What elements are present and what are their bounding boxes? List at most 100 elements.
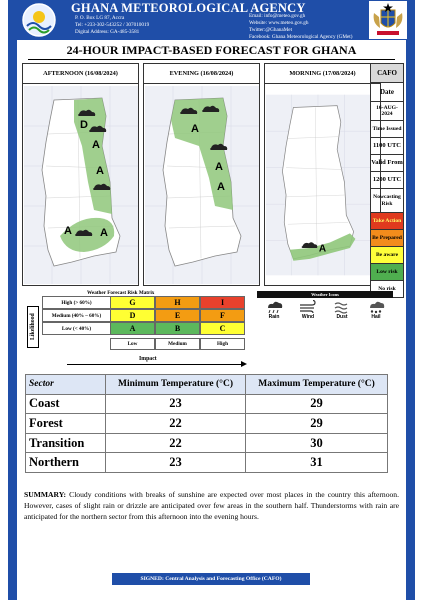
rain-cloud-icon [268, 301, 283, 314]
summary-text: Cloudy conditions with breaks of sunshin… [24, 490, 399, 521]
risk-letter-a: A [64, 225, 72, 237]
header-sector: Sector [25, 374, 106, 395]
legend-label-rain: Rain [268, 314, 280, 320]
header-banner: GHANA METEOROLOGICAL AGENCY P. O. Box LG… [17, 0, 407, 41]
date-label: Date [370, 83, 404, 102]
summary-label: SUMMARY: [24, 490, 67, 499]
row-label-low: Low (< 40%) [42, 322, 110, 335]
risk-take-action: Take Action [370, 213, 404, 230]
likelihood-axis-label: Likelihood [27, 306, 39, 348]
left-border [8, 0, 17, 600]
forecast-summary: SUMMARY: Cloudy conditions with breaks o… [24, 489, 399, 522]
legend-label-dust: Dust [336, 314, 348, 320]
risk-letter-a: A [100, 227, 108, 239]
min-temp: 23 [104, 452, 247, 473]
risk-be-prepared: Be Prepared [370, 230, 404, 247]
facebook-link[interactable]: Facebook: Ghana Meteorological Agency (G… [249, 34, 353, 40]
temperature-table: Sector Minimum Temperature (°C) Maximum … [25, 374, 388, 473]
table-row: Transition 22 30 [25, 432, 388, 454]
ghana-map-afternoon: D A A A A [24, 86, 138, 284]
sector-name: Northern [25, 452, 106, 473]
row-label-high: High (> 60%) [42, 296, 110, 309]
time-issued-value: 1100 UTC [370, 138, 404, 155]
col-label-high: High [200, 338, 245, 350]
agency-name: GHANA METEOROLOGICAL AGENCY [71, 1, 306, 15]
legend-item-hail: Hail [359, 298, 393, 325]
table-row: Northern 23 31 [25, 452, 388, 473]
valid-from-label: Valid From [370, 155, 404, 172]
coat-of-arms-icon [369, 1, 407, 39]
phone-line: Tel: +233-302-543252 / 307010019 [75, 22, 150, 28]
risk-be-aware: Be aware [370, 247, 404, 264]
risk-letter-a: A [96, 165, 104, 177]
table-header-row: Sector Minimum Temperature (°C) Maximum … [25, 374, 388, 395]
matrix-cell-i: I [200, 296, 245, 309]
panel-title: MORNING (17/08/2024) [265, 64, 380, 84]
website-link[interactable]: Website: www.meteo.gov.gh [249, 20, 309, 26]
weather-icons-title: Weather Icons [257, 291, 393, 298]
title-underline [28, 59, 395, 60]
matrix-title: Weather Forecast Risk Matrix [87, 290, 155, 296]
panel-title: AFTERNOON (16/08/2024) [23, 64, 138, 84]
impact-arrow-icon [241, 361, 247, 367]
matrix-cell-c: C [200, 322, 245, 335]
risk-matrix: Weather Forecast Risk Matrix Likelihood … [27, 290, 251, 374]
agency-address: P. O. Box LG 87, Accra Tel: +233-302-543… [75, 15, 149, 36]
cafo-column: CAFO Date 16-AUG-2024 Time Issued 1100 U… [370, 63, 404, 298]
max-temp: 30 [245, 432, 388, 454]
weather-icons-legend: Weather Icons Rain Wind D [257, 291, 393, 325]
time-issued-label: Time Issued [370, 121, 404, 138]
matrix-cell-f: F [200, 309, 245, 322]
email-link[interactable]: Email: info@meteo.gov.gh [249, 13, 306, 19]
agency-contact: Email: info@meteo.gov.gh Website: www.me… [249, 13, 352, 41]
min-temp: 22 [104, 413, 247, 434]
sector-name: Transition [25, 432, 106, 454]
matrix-cell-d: D [110, 309, 155, 322]
risk-letter-a: A [319, 244, 326, 255]
legend-label-wind: Wind [301, 314, 315, 320]
legend-label-hail: Hail [371, 314, 381, 320]
matrix-cell-g: G [110, 296, 155, 309]
hail-icon [370, 301, 385, 314]
map-panel-evening: EVENING (16/08/2024) A A [143, 63, 260, 286]
risk-letter-d: D [80, 119, 88, 131]
matrix-cell-b: B [155, 322, 200, 335]
risk-letter-a: A [215, 161, 223, 173]
matrix-cell-h: H [155, 296, 200, 309]
page-title: 24-HOUR IMPACT-BASED FORECAST FOR GHANA [66, 43, 357, 57]
gmet-logo-icon [22, 3, 56, 37]
risk-letter-a: A [191, 123, 199, 135]
risk-letter-a: A [92, 139, 100, 151]
max-temp: 31 [245, 452, 388, 473]
col-label-medium: Medium [155, 338, 200, 350]
legend-item-rain: Rain [257, 298, 291, 325]
legend-item-wind: Wind [291, 298, 325, 325]
legend-item-dust: Dust [325, 298, 359, 325]
risk-letter-a: A [217, 181, 225, 193]
impact-axis-label: Impact [139, 356, 157, 362]
sector-name: Forest [25, 413, 106, 434]
ghana-map-morning: A [266, 94, 370, 276]
nowcasting-risk-label: Nowcasting Risk [370, 189, 404, 213]
sector-name: Coast [25, 393, 106, 415]
table-row: Forest 22 29 [25, 413, 388, 434]
date-value: 16-AUG-2024 [370, 102, 404, 121]
matrix-cell-a: A [110, 322, 155, 335]
risk-low: Low risk [370, 264, 404, 281]
max-temp: 29 [245, 413, 388, 434]
min-temp: 23 [104, 393, 247, 415]
matrix-cell-e: E [155, 309, 200, 322]
table-row: Coast 23 29 [25, 393, 388, 415]
valid-from-value: 1200 UTC [370, 172, 404, 189]
panel-title: EVENING (16/08/2024) [144, 64, 259, 84]
map-panel-morning: MORNING (17/08/2024) A [264, 63, 381, 286]
col-label-low: Low [110, 338, 155, 350]
max-temp: 29 [245, 393, 388, 415]
row-label-medium: Medium (40% – 60%) [42, 309, 110, 322]
right-border [406, 0, 415, 600]
twitter-link[interactable]: Twitter:@GhanaMet [249, 27, 293, 33]
header-max-temp: Maximum Temperature (°C) [245, 374, 388, 395]
dust-icon [334, 302, 348, 314]
ghana-map-evening: A A A [145, 86, 259, 284]
